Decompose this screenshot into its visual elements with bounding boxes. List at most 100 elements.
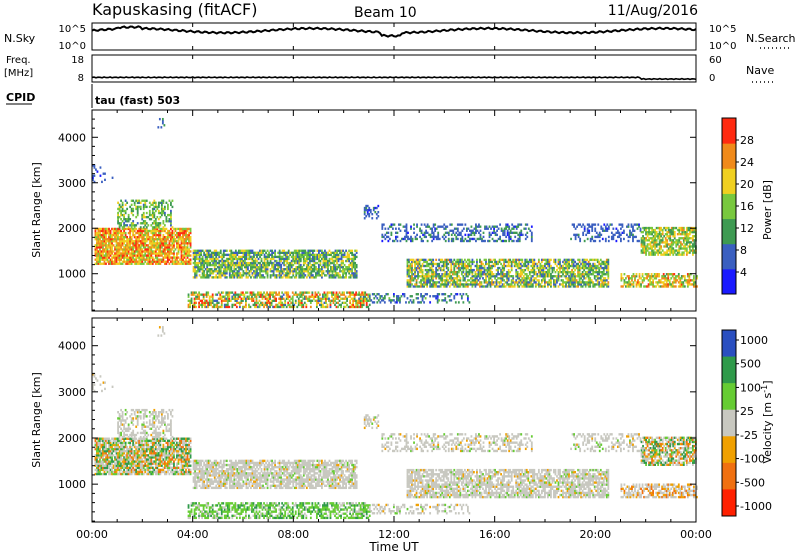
power-cell — [284, 301, 287, 305]
power-cell — [633, 223, 636, 226]
power-cell — [292, 259, 295, 263]
power-cell — [186, 238, 189, 241]
power-cell — [153, 238, 156, 241]
power-cell — [253, 259, 255, 263]
power-cell — [247, 261, 249, 265]
power-cell — [177, 238, 180, 241]
power-cell — [259, 261, 261, 265]
power-cell — [607, 273, 610, 276]
power-cell — [436, 285, 439, 288]
power-cell — [153, 222, 156, 225]
power-cell — [444, 262, 447, 266]
power-cell — [607, 262, 610, 266]
power-cell — [586, 275, 589, 278]
power-cell — [145, 227, 148, 231]
power-cell — [550, 275, 552, 278]
power-cell — [305, 255, 308, 259]
power-cell — [328, 257, 331, 261]
power-cell — [404, 235, 406, 239]
power-cell — [462, 270, 465, 274]
power-cell — [236, 263, 239, 267]
power-cell — [416, 233, 418, 237]
power-cell — [120, 229, 122, 233]
power-cell — [315, 299, 318, 302]
power-cell — [485, 273, 487, 276]
power-cell — [132, 209, 135, 213]
power-cell — [194, 274, 196, 277]
power-cell — [106, 238, 109, 241]
power-cell — [170, 244, 172, 247]
power-cell — [115, 252, 118, 255]
power-cell — [427, 277, 430, 280]
power-cell — [456, 233, 459, 237]
power-cell — [461, 239, 464, 243]
power-cell — [117, 258, 119, 261]
power-cell — [182, 231, 184, 235]
power-cell — [148, 254, 151, 257]
power-heatmap — [92, 117, 698, 309]
power-cell — [355, 291, 358, 294]
power-cell — [618, 233, 621, 237]
power-cell — [154, 248, 157, 251]
power-cell — [145, 235, 148, 239]
power-cell — [221, 253, 224, 257]
power-cell — [130, 246, 133, 249]
power-cell — [275, 261, 278, 265]
power-cell — [225, 249, 228, 252]
power-cell — [118, 260, 121, 263]
power-cell — [214, 305, 217, 309]
power-cell — [486, 285, 489, 288]
power-cell — [342, 268, 344, 271]
power-cell — [417, 301, 419, 304]
power-cell — [135, 256, 138, 259]
power-cell — [421, 258, 424, 262]
power-cell — [242, 251, 245, 254]
power-cell — [103, 240, 106, 243]
power-cell — [239, 251, 242, 254]
power-cell — [195, 253, 198, 257]
power-cell — [375, 206, 378, 210]
power-cell — [291, 295, 294, 298]
power-cell — [286, 261, 289, 265]
power-cell — [343, 251, 346, 254]
power-cell — [537, 285, 540, 288]
power-cell — [455, 227, 458, 230]
power-cell — [569, 279, 572, 282]
power-cell — [286, 253, 289, 257]
power-cell — [540, 275, 543, 278]
power-cell — [153, 258, 156, 261]
power-cell — [273, 291, 276, 294]
power-cell — [501, 266, 504, 270]
power-cell — [204, 253, 207, 257]
power-cell — [489, 281, 492, 284]
power-cell — [123, 252, 126, 255]
power-cell — [494, 264, 496, 268]
power-cell — [147, 250, 150, 253]
power-cell — [542, 270, 545, 274]
power-cell — [157, 209, 160, 213]
power-cell — [510, 260, 513, 264]
power-cell — [160, 211, 163, 215]
power-cell — [512, 260, 515, 264]
power-cell — [585, 233, 588, 237]
power-cell — [203, 265, 206, 269]
power-cell — [589, 270, 592, 274]
power-cell — [252, 303, 255, 307]
power-cell — [531, 275, 534, 278]
power-cell — [121, 209, 124, 213]
power-cell — [145, 250, 148, 253]
power-cell — [292, 272, 295, 275]
power-cell — [288, 299, 291, 302]
power-cell — [188, 227, 190, 231]
power-cell — [211, 297, 214, 300]
power-cell — [245, 301, 247, 305]
power-cell — [323, 305, 326, 309]
power-cell — [598, 260, 601, 264]
power-cell — [281, 257, 284, 261]
power-cell — [530, 225, 533, 228]
power-cell — [222, 295, 225, 298]
power-cell — [176, 258, 178, 261]
power-cell — [198, 291, 201, 294]
power-cell — [448, 273, 451, 276]
power-cell — [269, 293, 271, 296]
